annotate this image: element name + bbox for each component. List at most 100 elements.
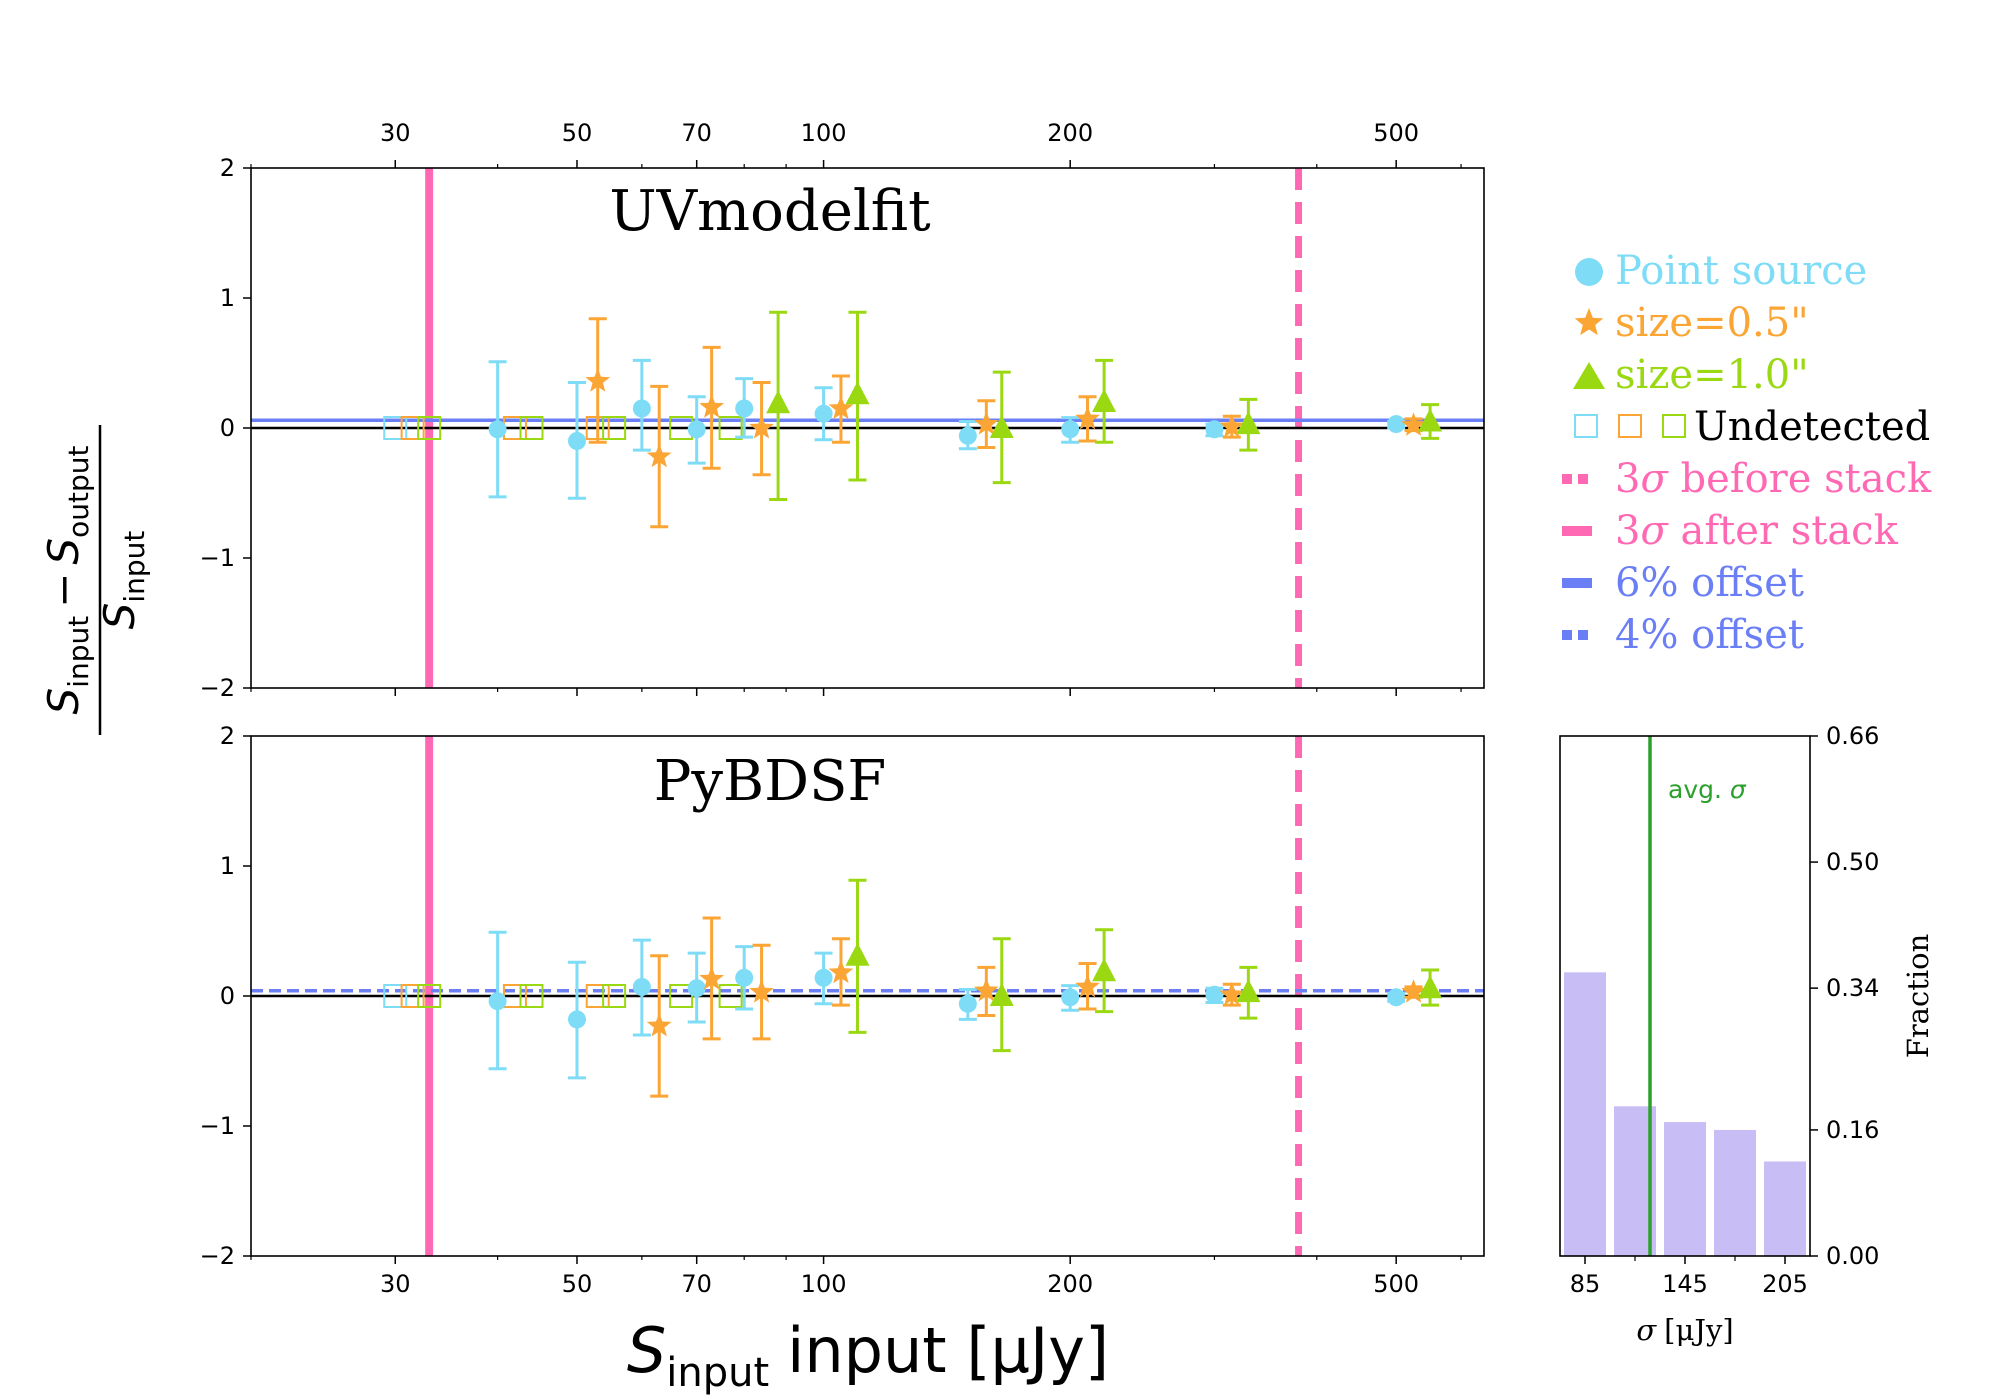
undetected-marker <box>519 416 544 440</box>
histogram-x-label: σ [μJy] <box>1636 1313 1733 1347</box>
x-tick-label-top: 30 <box>380 119 411 147</box>
legend-entry-size10: size=1.0" <box>1573 352 1809 398</box>
point-source-marker <box>567 432 586 450</box>
size05-star-marker <box>1075 405 1100 430</box>
y-label-numerator: Sinput−Soutput <box>39 446 95 715</box>
legend-entry-undetected: Undetected <box>1574 404 1930 450</box>
point-source-marker <box>814 968 833 987</box>
y-tick-label: −2 <box>200 1242 235 1270</box>
size05-star-marker <box>1219 413 1245 438</box>
histogram-y-tick-label: 0.34 <box>1826 974 1879 1002</box>
point-source-marker <box>958 426 977 445</box>
histogram-y-tick-label: 0.00 <box>1826 1242 1879 1270</box>
legend-label-offset4: 4% offset <box>1615 612 1804 658</box>
avg-sigma-annotation: avg. σ <box>1668 775 1747 804</box>
point-source-marker <box>735 968 754 987</box>
undetected-marker <box>400 984 425 1008</box>
size05-star-marker <box>1401 979 1426 1003</box>
size05-star-marker <box>1075 973 1100 998</box>
histogram-y-label: Fraction <box>1901 934 1935 1059</box>
point-source-marker <box>814 404 833 423</box>
undetected-marker <box>519 984 544 1008</box>
point-source-marker <box>488 992 507 1011</box>
size10-triangle-marker <box>1418 408 1443 432</box>
size05-star-marker <box>646 443 672 468</box>
size10-triangle-marker <box>989 983 1014 1006</box>
point-source-marker <box>632 399 651 418</box>
size10-triangle-marker <box>766 390 791 414</box>
legend-entry-after-stack: 3σ after stack <box>1562 508 1899 554</box>
undetected-marker <box>602 984 627 1008</box>
point-source-marker <box>735 399 754 418</box>
point-source-marker <box>1387 415 1406 434</box>
size05-star-marker <box>828 959 854 984</box>
histogram-bar <box>1564 972 1606 1256</box>
histogram-plot-layer <box>1564 736 1806 1256</box>
point-source-marker <box>488 420 507 439</box>
y-tick-label: 2 <box>220 722 235 750</box>
shared-y-label: Sinput−Soutput Sinput <box>39 425 151 735</box>
bottom-axis-layer: 2 1 0 −1 −2 30 50 70 100 200 500 <box>200 722 1462 1298</box>
x-tick-label-top: 100 <box>801 119 847 147</box>
histogram-bar <box>1764 1161 1806 1256</box>
legend-entry-point-source: Point source <box>1575 248 1867 294</box>
bottom-plot-layer <box>251 736 1484 1256</box>
y-tick-label: 0 <box>220 414 235 442</box>
point-source-marker <box>1205 985 1224 1004</box>
point-source-marker <box>632 977 651 996</box>
panel-bottom: 2 1 0 −1 −2 30 50 70 100 200 500 PyBDSF <box>200 722 1485 1298</box>
size10-triangle-marker <box>989 415 1014 438</box>
y-tick-label: −1 <box>200 544 235 572</box>
size10-triangle-marker <box>1092 958 1117 982</box>
histogram-y-tick-label: 0.66 <box>1826 722 1879 750</box>
y-tick-label: 0 <box>220 982 235 1010</box>
x-tick-label-top: 500 <box>1373 119 1419 147</box>
legend-entry-offset4: 4% offset <box>1562 612 1804 658</box>
histogram-x-tick-label: 85 <box>1570 1270 1601 1298</box>
undetected-marker <box>400 416 425 440</box>
size05-star-marker <box>646 1012 672 1037</box>
size05-star-marker <box>749 415 774 439</box>
y-label-denominator: Sinput <box>95 531 151 630</box>
legend-label-size10: size=1.0" <box>1615 352 1809 398</box>
y-tick-label: 1 <box>220 284 235 312</box>
size05-star-marker <box>1219 981 1245 1006</box>
top-plot-layer <box>251 168 1484 688</box>
x-tick-label-top: 70 <box>681 119 712 147</box>
top-axis-layer: 2 1 0 −1 −2 30 50 70 100 200 500 <box>200 119 1462 702</box>
point-source-marker <box>567 1010 586 1029</box>
size05-star-marker <box>585 368 611 392</box>
size05-star-marker <box>1401 412 1426 436</box>
histogram-y-tick-label: 0.50 <box>1826 848 1879 876</box>
legend-triangle-marker <box>1573 362 1605 389</box>
size05-star-marker <box>974 411 999 435</box>
y-tick-label: 1 <box>220 852 235 880</box>
legend-open-square-orange <box>1618 414 1642 438</box>
size10-triangle-marker <box>845 381 870 405</box>
size05-star-marker <box>828 395 854 419</box>
histogram-bar <box>1714 1129 1756 1256</box>
size10-triangle-marker <box>1092 389 1117 412</box>
y-tick-label: −1 <box>200 1112 235 1140</box>
histogram-x-tick-label: 145 <box>1662 1270 1708 1298</box>
x-tick-label: 70 <box>681 1270 712 1298</box>
size10-triangle-marker <box>1236 979 1261 1003</box>
legend-star-marker <box>1574 308 1604 336</box>
undetected-marker <box>383 416 408 440</box>
x-tick-label: 200 <box>1047 1270 1093 1298</box>
point-source-marker <box>1205 420 1224 439</box>
undetected-marker <box>383 984 408 1008</box>
legend-entry-offset6: 6% offset <box>1562 560 1804 606</box>
x-tick-label: 50 <box>562 1270 593 1298</box>
undetected-marker <box>718 416 743 440</box>
x-axis-label: Sinput input [μJy] <box>627 1314 1109 1396</box>
histogram-bar <box>1664 1122 1706 1256</box>
size10-triangle-marker <box>1418 975 1443 999</box>
legend: Point source size=0.5" size=1.0" Undetec… <box>1562 248 1932 658</box>
undetected-marker <box>669 984 694 1008</box>
point-source-marker <box>958 994 977 1013</box>
point-source-marker <box>1061 420 1080 439</box>
legend-label-point-source: Point source <box>1615 248 1867 294</box>
top-panel-title: UVmodelfit <box>609 179 931 244</box>
